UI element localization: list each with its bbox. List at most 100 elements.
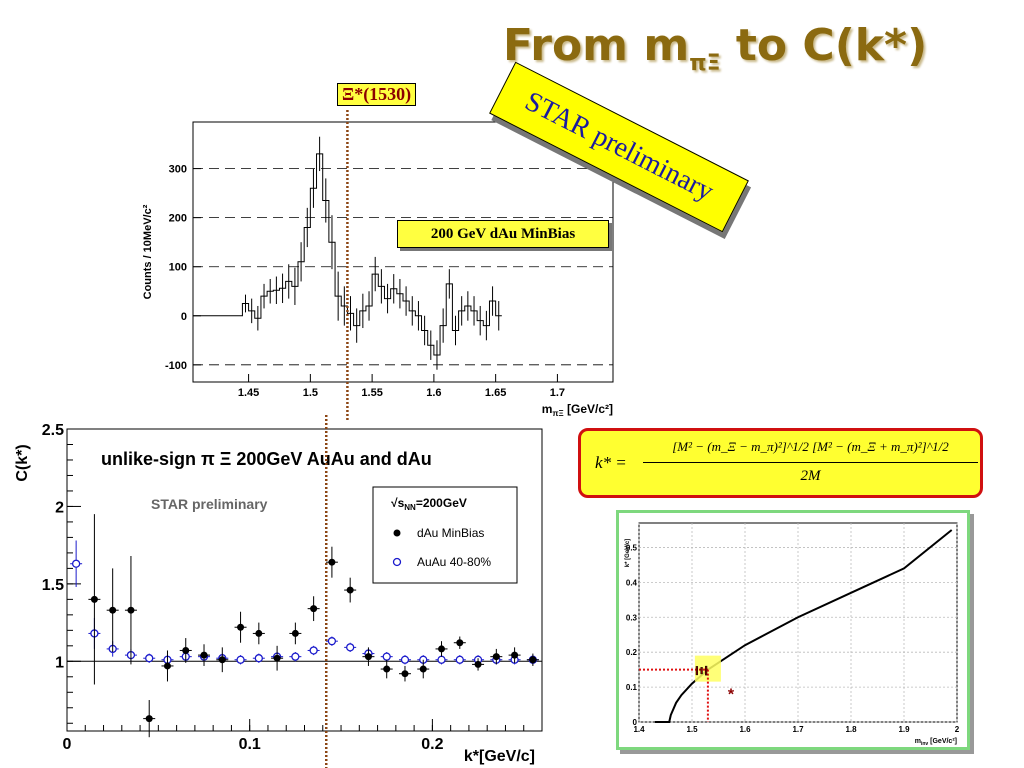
- dau-point: [419, 665, 427, 673]
- corr-xtick-label: 0.2: [421, 736, 443, 753]
- dau-minbias-label: 200 GeV dAu MinBias: [397, 220, 609, 248]
- dau-point: [127, 606, 135, 614]
- corr-xtick-label: 0: [63, 736, 72, 753]
- formula-denominator: 2M: [800, 468, 821, 484]
- dau-point: [492, 653, 500, 661]
- hist-xtick-label: 1.6: [426, 387, 441, 399]
- corr-ytick-label: 1: [55, 654, 64, 671]
- dau-point: [328, 558, 336, 566]
- hist-xtick-label: 1.45: [238, 387, 259, 399]
- corr-xlabel: k*[GeV/c]: [464, 748, 535, 765]
- kplot-xtick-label: 1.9: [898, 725, 910, 734]
- hist-frame: [192, 121, 614, 383]
- corr-star-preliminary: STAR preliminary: [151, 496, 268, 512]
- kplot-ytick-label: 0.4: [626, 578, 638, 587]
- hist-ytick-label: 100: [169, 262, 187, 274]
- kstar-vs-minv-plot: 1.4 1.5 1.6 1.7 1.8 1.9 2 0 0.1 0.2 0.3 0.4 0.5 Ξ * k* …: [625, 522, 960, 747]
- hist-series-line: [193, 153, 502, 356]
- kstar-vs-minv-panel: 1.4 1.5 1.6 1.7 1.8 1.9 2 0 0.1 0.2 0.3 0.4 0.5 Ξ * k* …: [616, 510, 970, 750]
- hist-ytick-label: -100: [165, 360, 187, 372]
- kplot-xtick-label: 2: [955, 725, 960, 734]
- dau-point: [145, 715, 153, 723]
- auau-point: [437, 655, 446, 664]
- auau-point: [254, 654, 263, 663]
- legend-auau-marker: [392, 557, 402, 567]
- dau-point: [109, 606, 117, 614]
- corr-ytick-label: 2.5: [42, 422, 64, 439]
- hist-xtick-label: 1.7: [550, 387, 565, 399]
- dau-point: [200, 651, 208, 659]
- dau-point: [364, 653, 372, 661]
- hist-ylabel: Counts / 10MeV/c²: [142, 204, 154, 299]
- auau-point: [346, 643, 355, 652]
- kplot-ylabel: k* [GeV/c]: [625, 539, 631, 567]
- hist-ytick-label: 200: [169, 213, 187, 225]
- auau-point: [71, 559, 81, 568]
- dau-point: [310, 605, 318, 613]
- corr-xtick-label: 0.1: [239, 736, 261, 753]
- xi-peak-label: Ξ*(1530): [337, 83, 417, 106]
- dau-point: [401, 670, 409, 678]
- corr-title-annotation: unlike-sign π Ξ 200GeV AuAu and dAu: [101, 449, 432, 469]
- dau-point: [529, 656, 537, 664]
- dau-point: [383, 665, 391, 673]
- formula-numerator: [M² − (m_Ξ − m_π)²]^1/2 [M² − (m_Ξ + m_π…: [672, 439, 949, 454]
- mass-histogram: -100 0 100 200 300 1.45 1.5 1.55 1.6 1.65 1.7 Count…: [142, 110, 614, 420]
- hist-ytick-label: 300: [169, 164, 187, 176]
- dau-point: [163, 662, 171, 670]
- kplot-xtick-label: 1.5: [686, 725, 698, 734]
- dau-point: [346, 586, 354, 594]
- auau-point: [382, 652, 391, 661]
- dau-point: [255, 629, 263, 637]
- hist-ytick-label: 0: [181, 311, 187, 323]
- legend-dau-marker: [393, 529, 401, 537]
- auau-point: [400, 655, 410, 664]
- dau-point: [474, 660, 482, 668]
- kplot-star-label: *: [728, 687, 735, 704]
- slide-title: From mπΞ to C(k*): [503, 20, 927, 76]
- kplot-xlabel: minv [GeV/c²]: [915, 738, 957, 747]
- legend-dau-label: dAu MinBias: [417, 526, 484, 540]
- dau-point: [456, 639, 464, 647]
- kplot-ytick-label: 0.2: [626, 648, 638, 657]
- dau-point: [237, 623, 245, 631]
- title-tail: to C(k*): [720, 20, 928, 71]
- hist-xtick-label: 1.55: [361, 387, 382, 399]
- corr-ytick-label: 1.5: [42, 577, 64, 594]
- title-subscript: πΞ: [689, 50, 721, 76]
- title-main: From m: [503, 20, 690, 71]
- corr-legend-header: √sNN=200GeV: [391, 496, 467, 512]
- kstar-formula-box: k* = [M² − (m_Ξ − m_π)²]^1/2 [M² − (m_Ξ …: [578, 428, 983, 498]
- correlation-plot: 1 1.5 2 2.5 0 0.1 0.2 C(k*) k*[GeV/c] unlike-sign…: [14, 415, 543, 768]
- kplot-ytick-label: 0: [633, 718, 638, 727]
- kplot-ytick-label: 0.3: [626, 613, 638, 622]
- dau-point: [90, 595, 98, 603]
- dau-point: [182, 646, 190, 654]
- dau-point: [291, 629, 299, 637]
- kplot-xtick-label: 1.6: [739, 725, 751, 734]
- formula-lhs: k* =: [595, 453, 627, 472]
- auau-point: [309, 646, 318, 655]
- hist-xtick-label: 1.5: [303, 387, 318, 399]
- kplot-ytick-label: 0.5: [626, 543, 638, 552]
- corr-ytick-label: 2: [55, 499, 64, 516]
- legend-auau-label: AuAu 40-80%: [417, 555, 491, 569]
- auau-point: [236, 655, 245, 664]
- kplot-xi-label: Ξ: [694, 665, 711, 675]
- kplot-xtick-label: 1.4: [633, 725, 645, 734]
- auau-point: [291, 652, 300, 661]
- kplot-xtick-label: 1.8: [845, 725, 857, 734]
- dau-point: [273, 654, 281, 662]
- dau-point: [218, 656, 226, 664]
- hist-xlabel: mπΞ [GeV/c²]: [542, 402, 613, 418]
- dau-point: [438, 645, 446, 653]
- corr-ylabel: C(k*): [14, 444, 31, 481]
- formula-fraction-bar: [643, 462, 978, 463]
- dau-point: [511, 651, 519, 659]
- hist-xtick-label: 1.65: [485, 387, 506, 399]
- auau-point: [327, 637, 337, 646]
- auau-point: [455, 655, 464, 664]
- kplot-xtick-label: 1.7: [792, 725, 804, 734]
- auau-point: [145, 654, 154, 663]
- kplot-ytick-label: 0.1: [626, 683, 638, 692]
